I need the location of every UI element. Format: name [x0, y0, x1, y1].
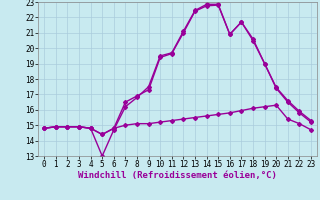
X-axis label: Windchill (Refroidissement éolien,°C): Windchill (Refroidissement éolien,°C) — [78, 171, 277, 180]
